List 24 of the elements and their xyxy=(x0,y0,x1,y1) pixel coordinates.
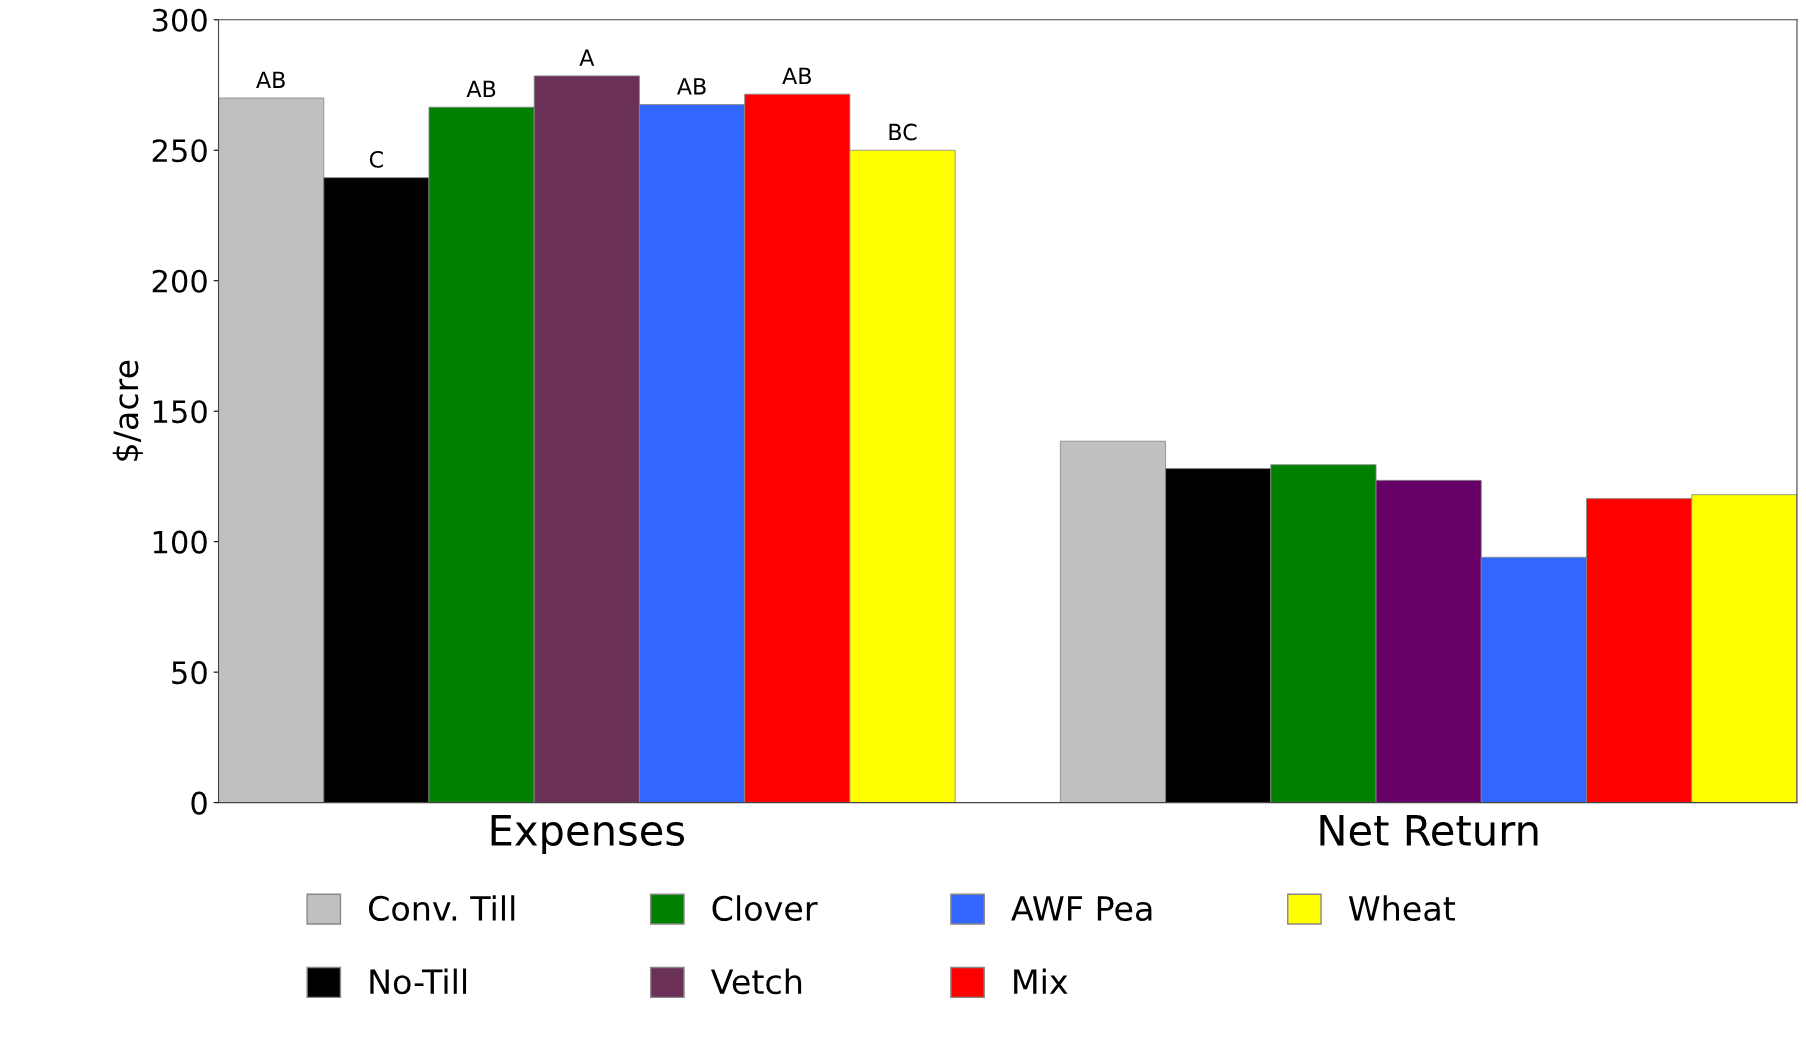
legend-label: Wheat xyxy=(1348,895,1456,922)
data-label: A xyxy=(579,49,595,66)
legend-label: No-Till xyxy=(370,968,467,995)
x-tick-label: Net Return xyxy=(1320,815,1538,846)
data-label: AB xyxy=(677,78,706,95)
y-tick-label: 50 xyxy=(172,661,207,685)
y-tick-label: 200 xyxy=(152,269,207,293)
legend-label: Vetch xyxy=(710,968,802,995)
legend-label: Conv. Till xyxy=(368,895,515,922)
data-label: BC xyxy=(889,123,917,141)
y-tick-label: 150 xyxy=(153,400,207,424)
y-tick-label: 0 xyxy=(191,791,207,815)
data-label: AB xyxy=(466,80,496,98)
y-tick-label: 300 xyxy=(152,8,207,32)
y-axis-title: $/acre xyxy=(112,360,143,461)
legend-label: Mix xyxy=(1014,968,1068,994)
data-label: AB xyxy=(782,67,811,84)
x-tick-label: Expenses xyxy=(491,815,685,855)
legend-label: Clover xyxy=(712,895,818,922)
legend-label: AWF Pea xyxy=(1011,896,1152,922)
y-tick-label: 100 xyxy=(153,530,207,554)
data-label: C xyxy=(369,150,383,168)
y-tick-label: 250 xyxy=(152,139,207,163)
data-label: AB xyxy=(256,71,285,88)
